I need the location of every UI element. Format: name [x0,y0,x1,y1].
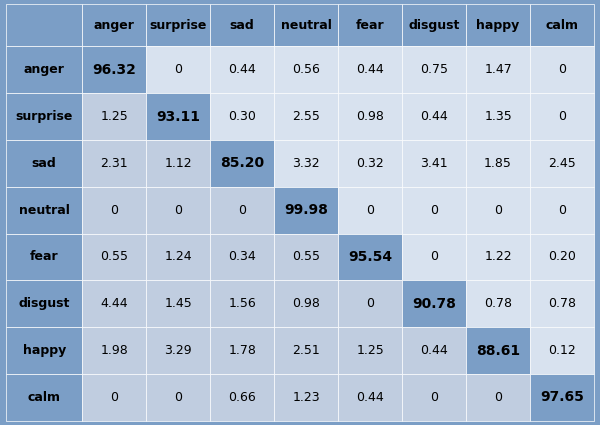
Text: 0: 0 [110,204,118,217]
Text: 3.41: 3.41 [420,157,448,170]
Text: 2.55: 2.55 [292,110,320,123]
Text: 0.44: 0.44 [356,63,384,76]
Text: 0.12: 0.12 [548,344,576,357]
Text: 0: 0 [430,250,438,264]
Text: 99.98: 99.98 [284,203,328,217]
Text: 0: 0 [558,204,566,217]
Text: 1.23: 1.23 [292,391,320,404]
Text: surprise: surprise [16,110,73,123]
Text: 0.98: 0.98 [356,110,384,123]
Text: surprise: surprise [149,19,207,32]
Text: 2.51: 2.51 [292,344,320,357]
Text: sad: sad [32,157,56,170]
Text: 0.55: 0.55 [292,250,320,264]
Text: 0.44: 0.44 [420,110,448,123]
Text: anger: anger [24,63,65,76]
Text: 0.30: 0.30 [228,110,256,123]
Text: 1.35: 1.35 [484,110,512,123]
Text: 1.24: 1.24 [164,250,192,264]
Text: 0: 0 [174,391,182,404]
Text: calm: calm [28,391,61,404]
Text: 0: 0 [430,204,438,217]
Text: 1.12: 1.12 [164,157,192,170]
Text: 0: 0 [238,204,246,217]
Text: 1.25: 1.25 [356,344,384,357]
Text: 97.65: 97.65 [540,390,584,404]
Text: 96.32: 96.32 [92,63,136,77]
Text: neutral: neutral [281,19,332,32]
Text: 0.20: 0.20 [548,250,576,264]
Text: 1.56: 1.56 [229,297,256,310]
Text: 0.44: 0.44 [356,391,384,404]
Text: 90.78: 90.78 [412,297,456,311]
Text: 1.47: 1.47 [484,63,512,76]
Text: 0: 0 [494,204,502,217]
Text: 95.54: 95.54 [348,250,392,264]
Text: happy: happy [476,19,520,32]
Text: 3.29: 3.29 [164,344,192,357]
Text: 3.32: 3.32 [292,157,320,170]
Text: 0: 0 [174,204,182,217]
Text: 0.44: 0.44 [420,344,448,357]
Text: 0: 0 [430,391,438,404]
Text: 0: 0 [558,63,566,76]
Text: 0: 0 [494,391,502,404]
Text: 0.78: 0.78 [548,297,576,310]
Text: fear: fear [30,250,58,264]
Text: 1.85: 1.85 [484,157,512,170]
Text: 0.78: 0.78 [484,297,512,310]
Text: sad: sad [230,19,254,32]
Text: anger: anger [94,19,135,32]
Text: 0: 0 [558,110,566,123]
Text: 1.25: 1.25 [100,110,128,123]
Text: fear: fear [356,19,385,32]
Text: 0.34: 0.34 [229,250,256,264]
Text: 1.22: 1.22 [484,250,512,264]
Text: 0.55: 0.55 [100,250,128,264]
Text: 93.11: 93.11 [156,110,200,124]
Text: 0: 0 [366,204,374,217]
Text: 1.98: 1.98 [100,344,128,357]
Text: 0: 0 [110,391,118,404]
Text: 1.45: 1.45 [164,297,192,310]
Text: 0.56: 0.56 [292,63,320,76]
Text: 2.45: 2.45 [548,157,576,170]
Text: 2.31: 2.31 [100,157,128,170]
Text: 0.66: 0.66 [229,391,256,404]
Text: 0.44: 0.44 [229,63,256,76]
Text: 4.44: 4.44 [100,297,128,310]
Text: 1.78: 1.78 [228,344,256,357]
Text: disgust: disgust [19,297,70,310]
Text: 0: 0 [366,297,374,310]
Text: 85.20: 85.20 [220,156,264,170]
Text: disgust: disgust [409,19,460,32]
Text: 0: 0 [174,63,182,76]
Text: calm: calm [545,19,578,32]
Text: 88.61: 88.61 [476,343,520,357]
Text: neutral: neutral [19,204,70,217]
Text: happy: happy [23,344,66,357]
Text: 0.98: 0.98 [292,297,320,310]
Text: 0.32: 0.32 [356,157,384,170]
Text: 0.75: 0.75 [420,63,448,76]
